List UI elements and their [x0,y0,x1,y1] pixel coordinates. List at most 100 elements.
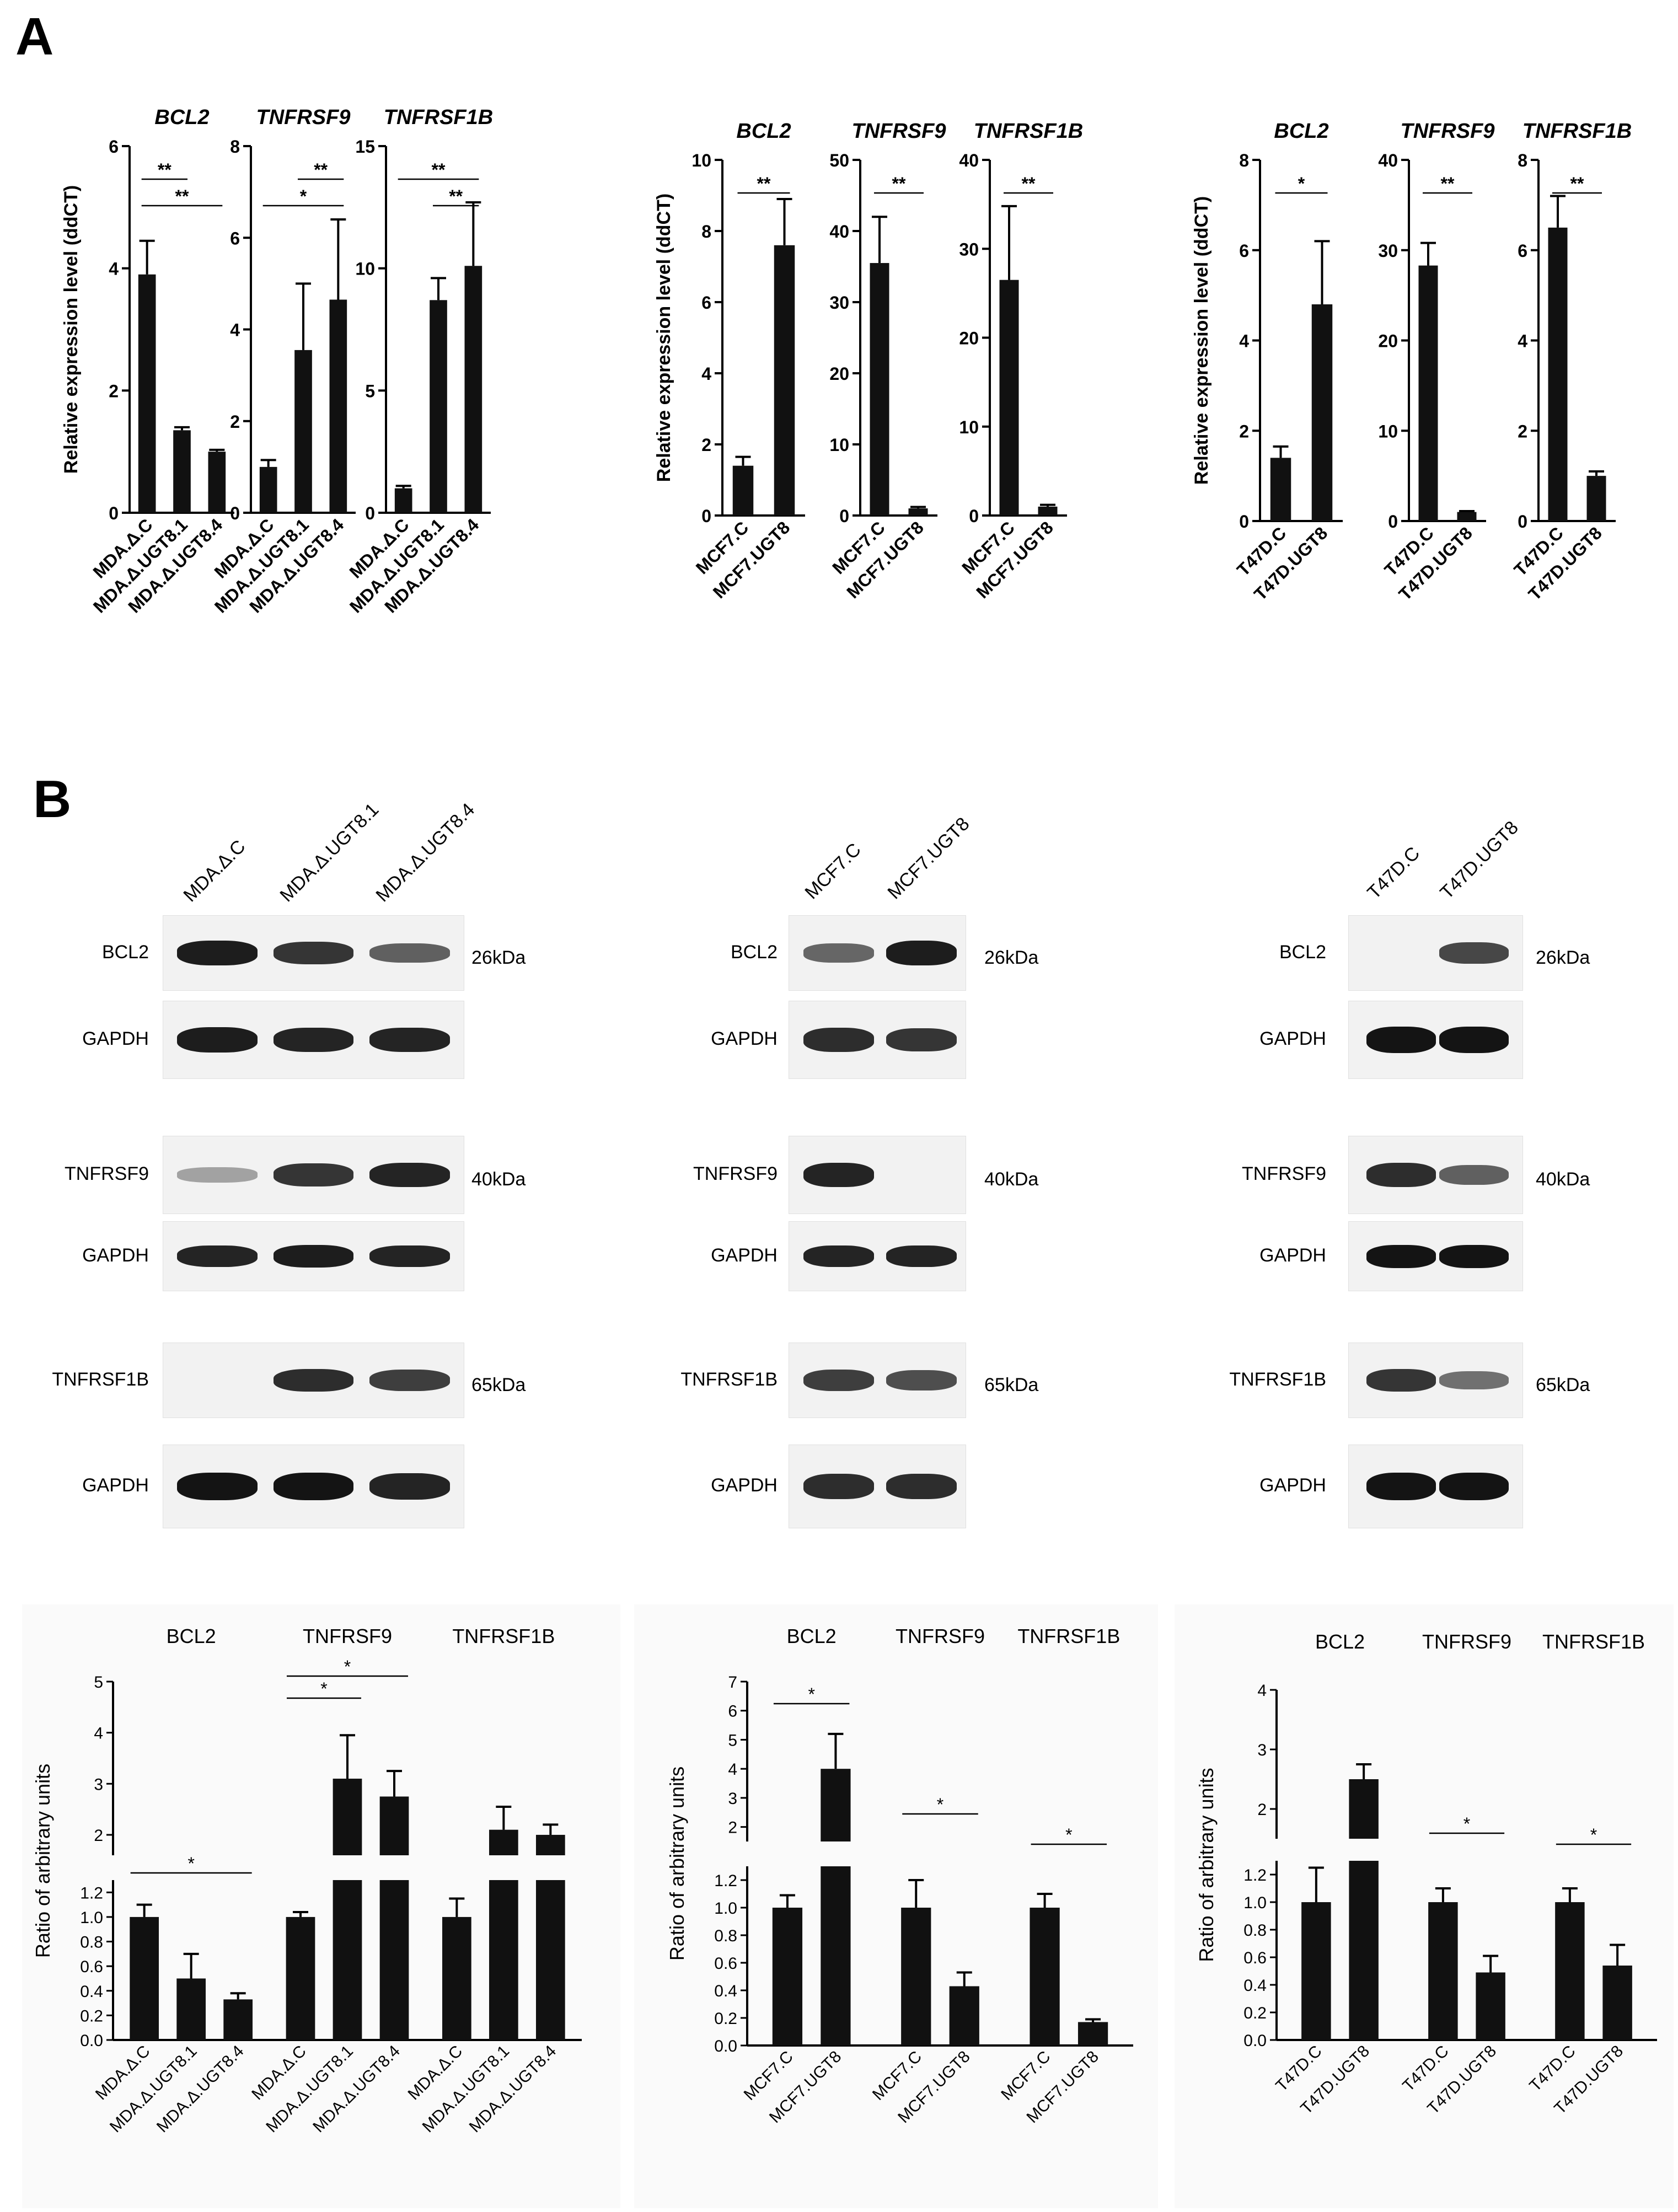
bar [1602,1966,1632,2040]
blot-band [1439,942,1509,964]
y-tick-label: 0 [1518,512,1527,531]
significance-marker: ** [449,186,463,206]
group-title: BCL2 [1315,1630,1365,1653]
y-tick-label: 0.4 [80,1983,103,2001]
y-tick-label: 0.2 [1243,2004,1267,2022]
blot-row-label: GAPDH [82,1244,149,1266]
blot-row-label: TNFRSF1B [680,1368,778,1390]
blot-strip [789,1136,966,1214]
y-tick-label: 7 [728,1673,737,1692]
y-axis-label: Ratio of arbitrary units [31,1764,54,1958]
significance-marker: ** [432,160,446,180]
blot-band [803,1028,874,1052]
y-tick-label: 0.8 [80,1934,103,1952]
y-axis-label: Ratio of arbitrary units [666,1767,688,1961]
y-tick-label: 0 [839,506,849,526]
y-tick-label: 8 [1239,151,1249,170]
molecular-weight-label: 40kDa [1536,1169,1590,1190]
y-tick-label: 20 [959,329,979,348]
blot-band [369,943,450,963]
y-axis-label: Relative expression level (ddCT) [61,185,82,474]
y-tick-label: 2 [1239,421,1249,441]
bar [442,1916,471,2040]
y-axis-label: Relative expression level (ddCT) [1191,196,1212,485]
chart-title: TNFRSF9 [256,106,351,129]
group-title: BCL2 [787,1625,837,1647]
blot-band [886,1473,957,1500]
bar [908,508,928,516]
chart-title: TNFRSF9 [1401,120,1495,143]
group-title: TNFRSF9 [896,1625,985,1647]
y-tick-label: 6 [1518,241,1527,261]
bar [208,452,226,513]
chart-title: BCL2 [154,106,209,129]
bar [1586,476,1606,521]
y-tick-label: 10 [829,435,849,455]
blot-strip [163,1343,464,1418]
y-tick-label: 4 [230,320,240,340]
significance-marker: * [320,1679,327,1699]
significance-marker: * [187,1854,194,1873]
chart-A7: 0 2 4 6 8 BCL2 Relative expression level (ddCT… [1191,120,1343,604]
y-tick-label: 1.0 [714,1899,737,1918]
significance-marker: ** [892,174,906,194]
y-tick-label: 0.6 [80,1958,103,1976]
bar [329,299,347,513]
y-tick-label: 30 [959,239,979,259]
y-tick-label: 0 [969,506,979,526]
y-tick-label: 0 [109,503,119,523]
y-tick-label: 6 [1239,241,1249,261]
significance-marker: * [1065,1825,1072,1845]
y-tick-label: 6 [701,293,711,313]
y-tick-label: 2 [109,381,119,401]
blot-band [273,1027,354,1053]
chart-title: BCL2 [1274,120,1328,143]
y-tick-label: 0.0 [714,2037,737,2055]
axis-break-gap [487,1855,519,1880]
y-tick-label: 0.6 [1243,1949,1267,1967]
blot-band [803,1369,874,1392]
bar [464,266,483,513]
blot-row-label: GAPDH [711,1028,778,1049]
y-tick-label: 0.4 [714,1982,737,2000]
significance-marker: * [1590,1825,1597,1845]
blot-row-label: GAPDH [82,1475,149,1496]
blot-band [803,1473,874,1500]
y-tick-label: 0.2 [714,2010,737,2028]
axis-break-gap [378,1855,410,1880]
bar [1270,458,1291,521]
y-tick-label: 1.0 [80,1909,103,1927]
blot-band [369,1027,450,1053]
y-tick-label: 40 [1378,151,1398,170]
molecular-weight-label: 40kDa [984,1169,1039,1190]
y-tick-label: 4 [701,364,711,384]
significance-marker: * [300,186,307,206]
y-tick-label: 5 [728,1731,737,1749]
y-tick-label: 2 [1518,421,1527,441]
blot-band [1366,1244,1436,1268]
significance-marker: * [1298,174,1305,194]
bar [333,1779,362,2040]
blot-row-label: BCL2 [101,941,149,963]
y-tick-label: 15 [355,137,375,157]
y-tick-label: 4 [109,259,119,279]
blot-band [1366,1163,1436,1187]
bar [1030,1908,1060,2045]
blot-band [1366,1369,1436,1392]
y-tick-label: 2 [94,1827,103,1845]
y-tick-label: 0 [230,503,240,523]
y-tick-label: 3 [728,1790,737,1808]
y-tick-label: 0 [365,503,375,523]
blot-band [369,1245,450,1268]
bar [223,1999,253,2040]
chart-title: TNFRSF9 [852,120,946,143]
blot-band [177,941,258,965]
y-tick-label: 6 [230,228,240,248]
panel-label-a: A [15,7,54,66]
significance-marker: * [808,1684,814,1704]
blot-band [273,942,354,964]
bar [430,300,447,513]
blot-band [886,1370,957,1391]
